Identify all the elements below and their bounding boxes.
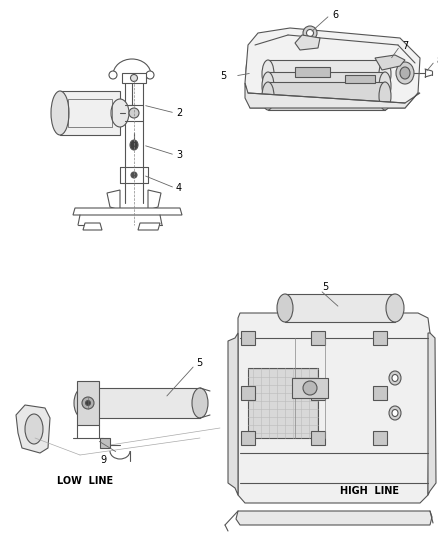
Bar (247, 368, 317, 438)
Ellipse shape (399, 67, 409, 79)
Polygon shape (267, 82, 384, 110)
Text: 3: 3 (176, 150, 182, 160)
Polygon shape (122, 73, 146, 83)
Polygon shape (267, 72, 384, 100)
Ellipse shape (111, 99, 129, 127)
Ellipse shape (306, 29, 313, 36)
Ellipse shape (261, 72, 273, 100)
Polygon shape (148, 190, 161, 210)
Text: 2: 2 (176, 108, 182, 118)
Polygon shape (284, 294, 394, 322)
Polygon shape (138, 223, 159, 230)
Ellipse shape (378, 82, 390, 110)
Text: 6: 6 (331, 10, 337, 20)
Ellipse shape (261, 82, 273, 110)
Ellipse shape (109, 71, 117, 79)
Ellipse shape (191, 388, 208, 418)
Ellipse shape (391, 375, 397, 382)
Ellipse shape (261, 60, 273, 88)
Ellipse shape (74, 388, 92, 418)
Ellipse shape (130, 75, 137, 82)
Bar (372, 386, 386, 400)
Ellipse shape (378, 72, 390, 100)
Polygon shape (16, 405, 50, 453)
Polygon shape (77, 381, 99, 425)
Ellipse shape (131, 172, 137, 178)
Text: 8: 8 (435, 56, 438, 66)
Bar (310, 386, 324, 400)
Bar (310, 431, 324, 445)
Ellipse shape (85, 400, 90, 406)
Ellipse shape (388, 371, 400, 385)
Text: LOW  LINE: LOW LINE (57, 476, 113, 486)
Bar (344, 75, 374, 83)
Text: HIGH  LINE: HIGH LINE (340, 486, 399, 496)
Polygon shape (100, 438, 110, 448)
Polygon shape (294, 35, 319, 50)
Polygon shape (291, 378, 327, 398)
Bar (310, 331, 324, 345)
Bar (372, 431, 386, 445)
Ellipse shape (276, 294, 292, 322)
Ellipse shape (395, 62, 413, 84)
Polygon shape (267, 60, 384, 88)
Polygon shape (73, 208, 182, 215)
Polygon shape (244, 83, 419, 108)
Bar (240, 431, 254, 445)
Ellipse shape (51, 91, 69, 135)
Ellipse shape (391, 409, 397, 416)
Polygon shape (83, 388, 200, 418)
Polygon shape (83, 223, 102, 230)
Text: 9: 9 (100, 455, 106, 465)
Ellipse shape (385, 294, 403, 322)
Polygon shape (60, 91, 120, 135)
Text: 5: 5 (321, 282, 328, 292)
Text: 4: 4 (176, 183, 182, 193)
Polygon shape (374, 55, 404, 70)
Ellipse shape (302, 381, 316, 395)
Text: 5: 5 (195, 358, 202, 368)
Polygon shape (107, 190, 120, 210)
Polygon shape (236, 511, 431, 525)
Bar (240, 386, 254, 400)
Ellipse shape (146, 71, 154, 79)
Polygon shape (244, 28, 419, 108)
Polygon shape (427, 333, 435, 495)
Bar (240, 331, 254, 345)
Polygon shape (237, 313, 429, 503)
Bar (372, 331, 386, 345)
Ellipse shape (130, 140, 138, 150)
Ellipse shape (388, 406, 400, 420)
Text: 7: 7 (401, 41, 407, 51)
Polygon shape (227, 333, 237, 495)
Ellipse shape (378, 60, 390, 88)
Ellipse shape (129, 108, 139, 118)
Ellipse shape (25, 414, 43, 444)
Text: 5: 5 (219, 71, 226, 81)
Ellipse shape (302, 26, 316, 40)
Bar (294, 67, 329, 77)
Ellipse shape (82, 397, 94, 409)
